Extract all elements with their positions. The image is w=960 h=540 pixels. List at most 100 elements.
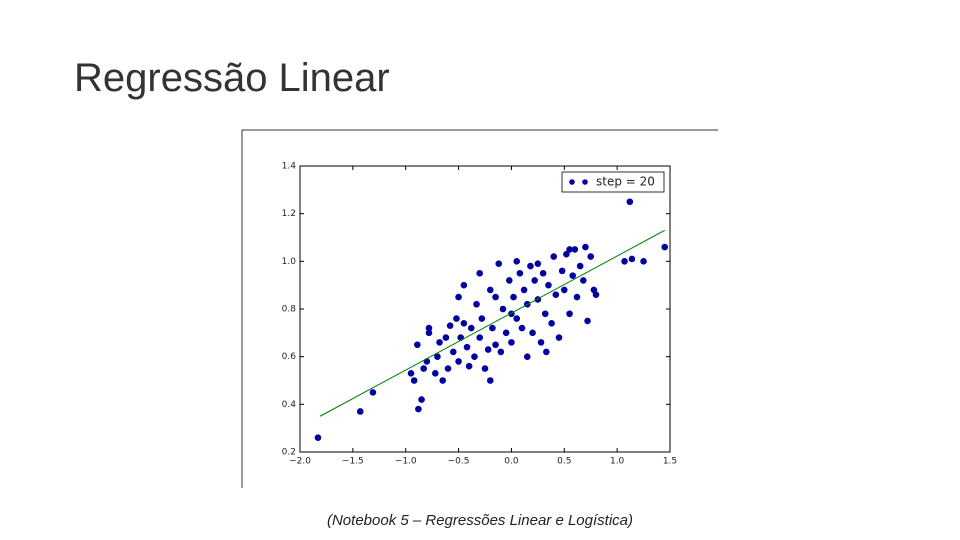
x-tick-label: 1.0 [610,457,625,467]
scatter-point [489,324,496,332]
scatter-point [467,324,475,332]
scatter-point [486,377,494,384]
scatter-point [455,358,462,365]
scatter-point [432,370,439,377]
scatter-point [492,341,499,349]
scatter-point [566,246,573,253]
scatter-point [434,353,441,360]
x-tick-label: 0.0 [504,457,519,467]
scatter-point [415,405,422,413]
scatter-point [314,434,322,442]
scatter-point [582,243,589,251]
scatter-point [499,305,507,313]
x-tick-label: 1.5 [663,457,677,467]
scatter-point [502,329,510,337]
plot-area [299,165,671,453]
scatter-point [580,277,587,284]
scatter-point [541,310,549,318]
scatter-point [369,389,377,396]
scatter-point [436,339,443,346]
scatter-point [465,362,473,370]
scatter-point [640,258,647,265]
scatter-point [506,277,513,284]
scatter-point [439,377,447,384]
scatter-point [560,286,568,294]
scatter-point [513,315,521,322]
scatter-point [425,329,433,337]
scatter-point [527,262,534,270]
caption: (Notebook 5 – Regressões Linear e Logíst… [326,512,633,529]
legend-box [561,171,665,193]
scatter-point [478,315,486,322]
scatter-point [513,258,521,265]
legend-marker [569,179,575,185]
scatter-point [628,255,636,263]
y-tick-label: 1.4 [282,162,297,172]
scatter-point [442,334,450,341]
scatter-point [407,370,415,377]
scatter-point [481,365,489,372]
scatter-point [592,291,600,299]
scatter-point [539,269,547,277]
scatter-point [537,339,545,346]
y-tick-label: 0.2 [282,448,296,458]
scatter-point [492,293,499,301]
scatter-point [495,260,503,268]
scatter-point [455,293,462,301]
scatter-point [486,286,494,294]
scatter-point [449,348,457,356]
x-tick-label: 0.5 [557,457,571,467]
scatter-point [453,315,460,322]
scatter-point [584,317,591,325]
scatter-point [545,281,552,289]
scatter-point [543,348,550,356]
x-tick-label: −2.0 [289,457,311,467]
x-tick-label: −0.5 [448,457,470,467]
scatter-point [563,250,570,258]
scatter-point [529,329,536,337]
scatter-point [418,396,425,403]
scatter-point [661,243,669,251]
scatter-point [444,365,452,372]
scatter-point [510,293,517,301]
x-tick-label: −1.5 [342,457,364,467]
scatter-point [576,262,584,270]
scatter-point [497,348,505,356]
scatter-point [552,291,560,299]
scatter-point [520,286,528,294]
scatter-point [476,334,484,341]
scatter-point [587,253,595,260]
scatter-point [420,365,427,372]
scatter-point [534,260,542,268]
scatter-point [621,258,628,265]
scatter-point [484,346,492,353]
slide-title: Regressão Linear [74,56,390,100]
scatter-point [463,343,471,351]
scatter-point [573,293,581,301]
scatter-point [460,320,468,327]
scatter-point [414,341,421,349]
scatter-point [626,198,634,206]
scatter-point [516,269,524,277]
scatter-point [471,353,478,360]
scatter-point [356,408,364,415]
scatter-point [548,320,555,327]
y-tick-label: 1.0 [282,257,297,267]
y-tick-label: 0.8 [282,305,297,315]
scatter-point [531,277,538,284]
scatter-point [555,334,563,341]
legend-marker [582,179,588,185]
scatter-point [518,324,526,332]
fit-line [319,229,665,417]
scatter-point [550,253,558,260]
scatter-point [569,272,577,279]
scatter-point [571,246,579,253]
legend-label: step = 20 [596,175,655,189]
scatter-point [460,281,468,289]
scatter-point [473,300,480,308]
scatter-point [446,322,454,329]
y-tick-label: 1.2 [282,209,296,219]
y-tick-label: 0.6 [282,352,297,362]
